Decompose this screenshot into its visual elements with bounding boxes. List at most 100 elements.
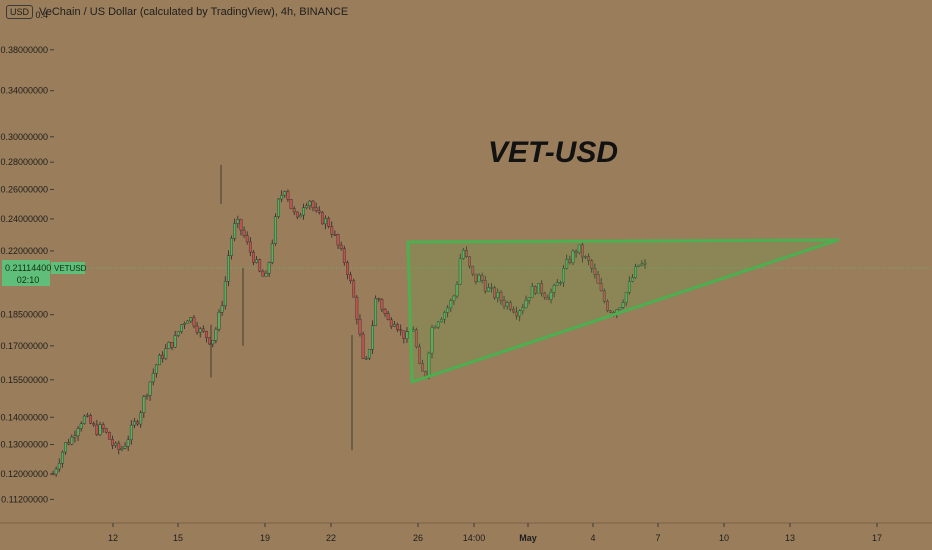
candle-body <box>396 324 399 330</box>
candle-body <box>346 262 349 275</box>
candle-body <box>51 473 55 476</box>
y-tick-label: 0.18500000 <box>0 310 48 320</box>
candle-body <box>537 283 540 294</box>
candle-body <box>79 423 83 429</box>
candle-body <box>596 274 600 284</box>
candle-body <box>627 281 631 293</box>
candle-body <box>521 307 525 311</box>
x-tick-label: 12 <box>108 533 118 543</box>
candle-body <box>543 292 547 298</box>
y-tick-label: 0.12000000 <box>0 469 48 479</box>
candle-body <box>98 424 102 436</box>
candle-body <box>123 446 127 449</box>
candle-body <box>358 319 362 335</box>
candle-body <box>302 207 305 216</box>
candle-body <box>167 342 171 349</box>
y-tick-label: 0.26000000 <box>0 184 48 194</box>
candle-body <box>117 442 121 450</box>
candle-body <box>364 357 368 360</box>
candle-body <box>154 364 158 374</box>
candle-body <box>180 324 183 332</box>
candle-body <box>104 428 108 433</box>
candle-body <box>314 207 318 211</box>
y-tick-label: 0.14000000 <box>0 412 48 422</box>
candle-body <box>317 210 321 213</box>
x-axis[interactable]: 12 15 19 22 26 14:00 May 4 7 10 13 17 <box>0 522 932 543</box>
candle-body <box>270 243 274 263</box>
candle-body <box>480 274 484 281</box>
candle-body <box>101 424 105 429</box>
candle-body <box>267 262 271 274</box>
candle-body <box>70 436 74 445</box>
candle-body <box>377 298 381 300</box>
candle-body <box>418 346 421 364</box>
candle-body <box>568 259 572 264</box>
candle-body <box>405 331 409 339</box>
candle-body <box>208 337 212 345</box>
candle-body <box>133 421 136 426</box>
candle-body <box>170 342 174 348</box>
candle-body <box>217 311 221 330</box>
candle-body <box>433 326 437 329</box>
candle-body <box>499 292 503 301</box>
candle-body <box>640 263 644 266</box>
y-tick-label: 0.24000000 <box>0 214 48 224</box>
candle-body <box>533 286 537 294</box>
candle-body <box>530 286 534 298</box>
candle-body <box>571 250 575 264</box>
candle-body <box>114 442 118 446</box>
candle-body <box>305 205 309 208</box>
candle-body <box>374 298 378 326</box>
candle-body <box>508 302 512 310</box>
y-axis[interactable]: 0.38000000 0.34000000 0.30000000 0.28000000… <box>0 10 54 504</box>
candle-body <box>73 435 77 438</box>
triangle-shape[interactable] <box>406 238 840 384</box>
candle-body <box>82 415 86 424</box>
candle-body <box>399 329 403 331</box>
candle-body <box>95 424 99 436</box>
current-price-value: 0.21114400 <box>5 263 51 273</box>
annotation-title: VET-USD <box>488 136 618 169</box>
x-tick-label: May <box>519 533 537 543</box>
candle-body <box>455 284 459 297</box>
candle-body <box>227 255 230 282</box>
candle-body <box>164 348 168 359</box>
symbol-tag-text: VETUSD <box>54 264 87 273</box>
candle-body <box>67 442 71 445</box>
candle-body <box>261 270 265 277</box>
y-tick-label: 0.28000000 <box>0 157 48 167</box>
x-tick-label: 4 <box>590 533 595 543</box>
x-tick-label: 7 <box>655 533 660 543</box>
candle-body <box>236 219 240 224</box>
candle-body <box>602 290 606 302</box>
candle-body <box>637 264 641 267</box>
candle-body <box>512 309 515 313</box>
candle-body <box>421 363 425 372</box>
candle-body <box>126 439 130 447</box>
chart-header: USD VeChain / US Dollar (calculated by T… <box>6 5 348 19</box>
currency-badge[interactable]: USD <box>6 5 34 19</box>
candle-body <box>352 280 356 298</box>
candle-body <box>452 295 456 301</box>
candles <box>51 164 647 477</box>
x-tick-label: 14:00 <box>463 533 486 543</box>
current-price-label[interactable]: 0.21114400 02:10 VETUSD <box>2 260 87 286</box>
y-tick-label: 0.17000000 <box>0 341 48 351</box>
ascending-triangle-pattern[interactable] <box>406 238 840 384</box>
candle-body <box>277 198 280 217</box>
candle-body <box>120 448 124 450</box>
candle-body <box>151 373 155 383</box>
candle-body <box>283 191 287 196</box>
candle-body <box>211 340 215 345</box>
candle-body <box>483 280 487 292</box>
symbol-tag <box>51 262 85 274</box>
candle-body <box>552 285 556 293</box>
y-tick-label: 0.11200000 <box>1 494 48 504</box>
candle-body <box>436 321 440 328</box>
y-tick-label: 0.34000000 <box>0 86 48 96</box>
candle-body <box>54 468 58 475</box>
y-tick-label-partial: 0.4 <box>35 10 48 20</box>
candle-body <box>273 216 277 244</box>
